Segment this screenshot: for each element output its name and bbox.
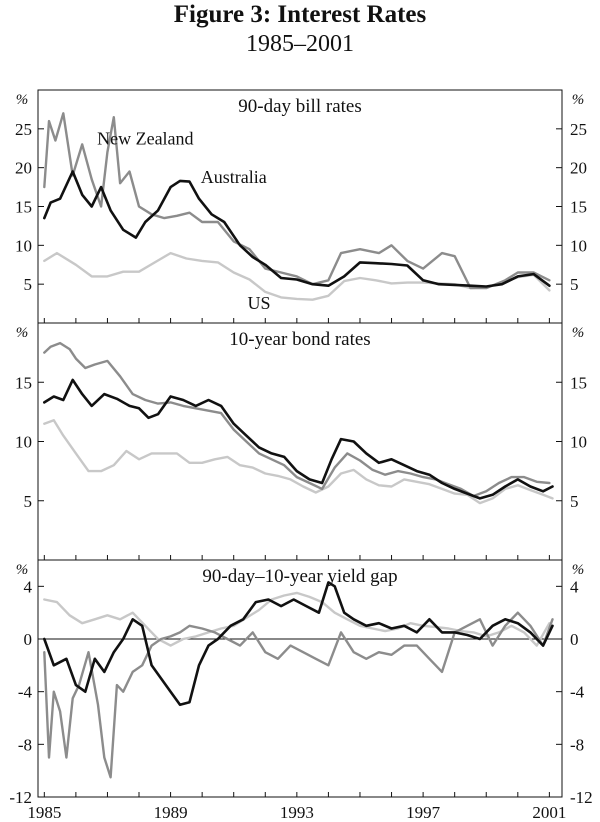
panel-1-ytick-label-left: 5 xyxy=(24,275,33,294)
panel-3-frame xyxy=(37,559,563,798)
panel-3-ytick-label-left: -4 xyxy=(18,683,33,702)
panel-3-ytick-label-right: 0 xyxy=(570,630,579,649)
panel-1-unit-left: % xyxy=(16,92,29,108)
panel-3-ytick-label-right: -12 xyxy=(570,788,593,807)
panel-2-series-australia xyxy=(42,378,554,500)
panel-3-ytick-label-right: -8 xyxy=(570,735,584,754)
panel-3-ytick-label-left: 4 xyxy=(24,577,33,596)
panel-3-unit-right: % xyxy=(572,562,585,578)
panel-2-series-new-zealand xyxy=(43,341,551,498)
figure-title: Figure 3: Interest Rates xyxy=(173,1,427,28)
panel-1-ytick-label-left: 25 xyxy=(15,120,32,139)
panel-1-ytick-label-left: 20 xyxy=(15,159,32,178)
panel-1-title: 90-day bill rates xyxy=(238,96,361,117)
panel-1-ytick-label-left: 15 xyxy=(15,198,32,217)
panel-1-unit-right: % xyxy=(572,92,585,108)
panel-1-ytick-label-right: 5 xyxy=(570,275,579,294)
panel-1-series-us xyxy=(43,251,551,301)
x-axis-label: 1997 xyxy=(406,803,441,822)
panel-1-series-australia xyxy=(42,170,551,288)
panel-3-ytick-label-right: 4 xyxy=(570,577,579,596)
x-axis-label: 1985 xyxy=(27,803,61,822)
panel-3-ytick-label-left: -12 xyxy=(9,788,32,807)
panel-2-ytick-label-left: 15 xyxy=(15,373,32,392)
panel-3-title: 90-day–10-year yield gap xyxy=(202,566,397,587)
panel-2-ytick-label-right: 10 xyxy=(570,433,587,452)
panel-2-unit-right: % xyxy=(572,325,585,341)
figure-subtitle: 1985–2001 xyxy=(246,31,354,57)
panel-1-annotation-us: US xyxy=(247,293,270,313)
panel-1-annotation-new-zealand: New Zealand xyxy=(97,128,193,148)
panel-1-annotation-australia: Australia xyxy=(201,167,267,187)
panel-2-unit-left: % xyxy=(16,325,29,341)
panel-1-ytick-label-right: 20 xyxy=(570,159,587,178)
panel-3-unit-left: % xyxy=(16,562,29,578)
panel-3-series-australia xyxy=(42,581,554,707)
panel-3-ytick-label-right: -4 xyxy=(570,683,585,702)
panel-2-ytick-label-right: 5 xyxy=(570,492,579,511)
panel-1-ytick-label-right: 10 xyxy=(570,236,587,255)
panel-3-ytick-label-left: 0 xyxy=(24,630,33,649)
panel-2-frame xyxy=(37,322,563,561)
panel-2-ytick-label-left: 10 xyxy=(15,433,32,452)
panel-2-ytick-label-right: 15 xyxy=(570,373,587,392)
panel-1-ytick-label-right: 25 xyxy=(570,120,587,139)
x-axis-label: 1993 xyxy=(280,803,314,822)
x-axis-label: 2001 xyxy=(532,803,566,822)
panel-2-ytick-label-left: 5 xyxy=(24,492,33,511)
panel-2-title: 10-year bond rates xyxy=(229,329,370,350)
x-axis-label: 1989 xyxy=(154,803,188,822)
panel-3-series-us xyxy=(43,591,551,647)
panel-2-series-us xyxy=(43,419,554,505)
panel-1-ytick-label-left: 10 xyxy=(15,236,32,255)
panel-1-ytick-label-right: 15 xyxy=(570,198,587,217)
panel-3-ytick-label-left: -8 xyxy=(18,735,32,754)
